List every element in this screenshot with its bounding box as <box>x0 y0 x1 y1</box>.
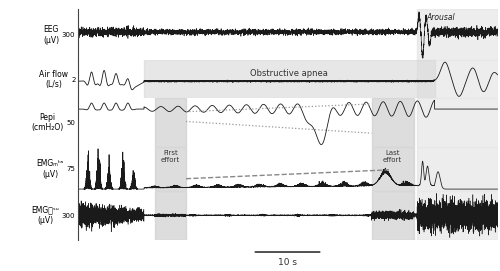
Bar <box>417 9 498 60</box>
Bar <box>372 191 414 240</box>
Y-axis label: EEG
(μV): EEG (μV) <box>43 25 59 45</box>
Bar <box>417 147 498 191</box>
Text: Last
effort: Last effort <box>383 150 402 163</box>
Text: Obstructive apnea: Obstructive apnea <box>250 69 328 78</box>
Bar <box>417 98 498 147</box>
Bar <box>154 147 186 191</box>
Bar <box>417 191 498 240</box>
Bar <box>154 98 186 147</box>
Bar <box>154 191 186 240</box>
Text: First
effort: First effort <box>160 150 180 163</box>
Y-axis label: Air flow
(L/s): Air flow (L/s) <box>40 70 68 89</box>
Bar <box>372 98 414 147</box>
Bar <box>144 60 434 98</box>
Y-axis label: EMGₘᵗᵃ
(μV): EMGₘᵗᵃ (μV) <box>36 159 64 179</box>
Y-axis label: Pepi
(cmH₂O): Pepi (cmH₂O) <box>32 113 64 132</box>
Text: Arousal: Arousal <box>427 13 456 22</box>
Bar <box>417 60 498 98</box>
Text: 10 s: 10 s <box>278 258 297 267</box>
Bar <box>372 147 414 191</box>
Y-axis label: EMGᴯˢᵘ
(μV): EMGᴯˢᵘ (μV) <box>32 206 59 225</box>
